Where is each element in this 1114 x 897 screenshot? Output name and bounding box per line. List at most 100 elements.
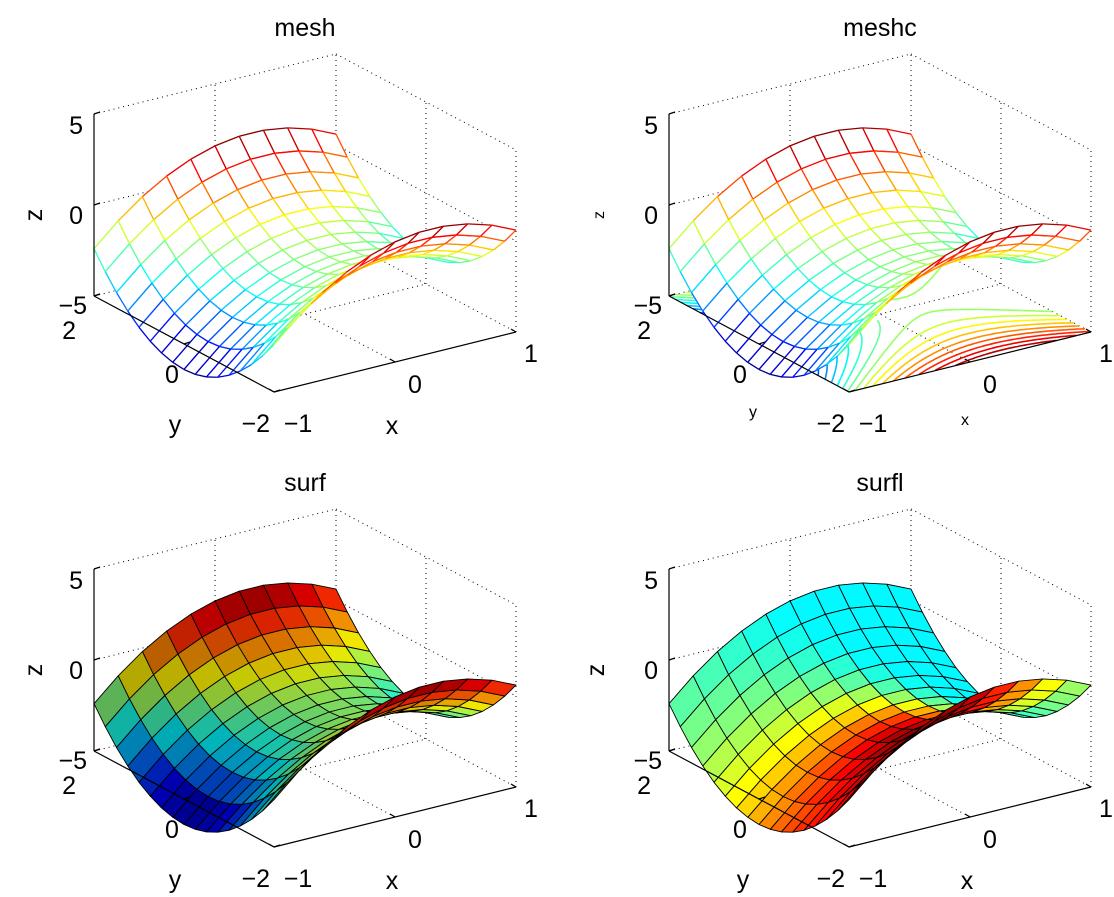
mesh-edge (239, 363, 252, 372)
mesh-edge (838, 318, 865, 344)
surface-face (232, 296, 268, 323)
surface-face (290, 285, 326, 305)
mesh-edge (340, 255, 365, 263)
mesh-edge (211, 254, 224, 270)
surface-face (264, 312, 300, 344)
mesh-edge (995, 236, 1008, 247)
surface-face (704, 219, 740, 265)
surface-face (725, 313, 761, 353)
surface-face (788, 189, 824, 222)
mesh-edge (287, 127, 312, 130)
mesh-edge (679, 243, 705, 273)
mesh-edge (199, 238, 213, 256)
mesh-edge (897, 151, 923, 158)
mesh-edge (164, 219, 190, 241)
mesh-edge (275, 312, 301, 338)
surface-face (189, 203, 225, 239)
mesh-edge (269, 272, 282, 281)
mesh-edge (356, 207, 382, 214)
surface-face (1033, 245, 1069, 257)
mesh-edge (863, 297, 889, 320)
mesh-edge (433, 249, 459, 253)
mesh-edge (826, 336, 852, 365)
mesh-edge (831, 279, 857, 298)
mesh-edge (469, 244, 494, 251)
mesh-edge (173, 288, 200, 314)
mesh-edge (716, 175, 743, 198)
mesh-edge (138, 326, 151, 342)
mesh-edge (866, 284, 879, 289)
mesh-edge (309, 171, 322, 191)
mesh-edge (787, 202, 801, 222)
mesh-edge (214, 145, 227, 170)
surface-face (261, 174, 298, 199)
mesh-edge (140, 240, 166, 266)
surface-face (1055, 225, 1091, 242)
surface-face (805, 324, 842, 350)
mesh-edge (424, 256, 449, 263)
surface-face (287, 127, 324, 153)
surface-face (752, 182, 789, 220)
mesh-edge (346, 254, 372, 273)
surface-face (480, 225, 516, 242)
mesh-edge (199, 220, 225, 239)
surface-face (857, 240, 893, 260)
surface-face (308, 206, 344, 223)
mesh-edge (291, 270, 317, 286)
mesh-edge (470, 255, 483, 262)
mesh-edge (884, 171, 897, 191)
mesh-edge (999, 256, 1024, 263)
z-tick-label: −5 (633, 747, 662, 775)
surface-face (372, 243, 408, 262)
surface (668, 127, 1092, 378)
mesh-edge (873, 150, 899, 153)
mesh-edge (291, 284, 304, 289)
surface-face (764, 203, 800, 239)
mesh-edge (799, 221, 812, 239)
mesh-edge (891, 270, 903, 275)
surface-face (330, 232, 367, 244)
x-axis-label: x (386, 867, 399, 895)
z-tick-label: 5 (644, 112, 658, 140)
mesh-edge (243, 301, 269, 323)
mesh-edge (420, 236, 433, 247)
mesh-edge (905, 233, 918, 245)
surface-face (409, 243, 446, 253)
mesh-edge (257, 262, 270, 274)
surface-face (904, 251, 940, 262)
mesh-edge (797, 268, 810, 281)
mesh-edge (750, 258, 763, 276)
mesh-edge (942, 221, 955, 234)
mesh-edge (832, 262, 845, 274)
mesh-edge (353, 250, 365, 257)
mesh-edge (786, 237, 812, 256)
x-tick-label: 1 (524, 795, 538, 823)
mesh-edge (789, 145, 802, 170)
z-tick-label: 0 (644, 657, 658, 685)
mesh-edge (966, 226, 979, 239)
surface-face (680, 243, 716, 293)
surface-face (892, 243, 929, 257)
mesh-edge (769, 346, 795, 375)
mesh-edge (186, 254, 213, 276)
surface-face (868, 249, 905, 267)
mesh-edge (849, 152, 862, 175)
mesh-edge (183, 341, 209, 370)
mesh-edge (930, 231, 955, 235)
surface-face (829, 304, 866, 326)
mesh-edge (814, 342, 840, 372)
mesh-edge (834, 224, 847, 239)
surface-face (971, 237, 1008, 253)
z-tick-label: 5 (69, 112, 83, 140)
mesh-edge (945, 241, 971, 256)
mesh-edge (316, 270, 328, 275)
mesh-edge (885, 292, 898, 305)
mesh-edge (175, 237, 201, 260)
mesh-edge (302, 273, 328, 288)
plot-surfl: surfl 5 0 −5 2 0 −2 −1 0 1 z y x (582, 469, 1113, 895)
surface-face (420, 234, 457, 247)
mesh-edge (330, 233, 343, 245)
mesh-edge (891, 261, 916, 273)
mesh-edge (196, 333, 209, 343)
mesh-edge (886, 128, 899, 153)
